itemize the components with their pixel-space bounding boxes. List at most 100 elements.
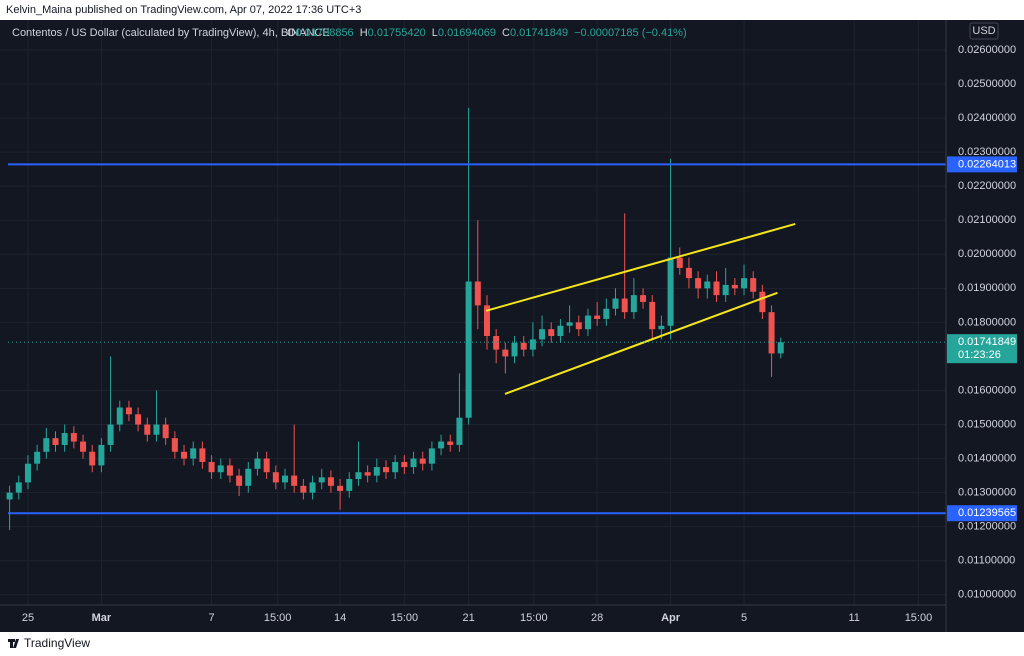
candle-body: [658, 325, 665, 330]
y-tick-label: 0.01100000: [958, 555, 1015, 567]
candle-body: [722, 284, 729, 296]
y-tick-label: 0.02400000: [958, 112, 1016, 124]
trend-line: [485, 223, 796, 312]
y-tick-label: 0.01500000: [958, 418, 1016, 430]
y-tick-label: 0.02600000: [958, 44, 1016, 56]
candle-body: [502, 349, 509, 357]
candle-body: [116, 407, 123, 425]
candle-body: [731, 284, 738, 289]
candle-body: [750, 278, 757, 292]
candle-body: [483, 305, 490, 336]
candle-body: [98, 444, 105, 466]
footer: [0, 632, 1024, 656]
candle-body: [584, 315, 591, 330]
candle-body: [428, 448, 435, 464]
ohlc-value: 0.01708856: [296, 27, 354, 39]
candle-body: [181, 451, 188, 459]
change: −0.00007185 (−0.41%): [574, 27, 687, 39]
level-label-box: [947, 156, 1017, 173]
ohlc-key: C: [502, 27, 510, 39]
y-tick-label: 0.01200000: [958, 521, 1016, 533]
grid: [0, 20, 946, 605]
candle-body: [15, 482, 22, 493]
x-tick-label: 7: [209, 612, 215, 624]
y-tick-label: 0.02200000: [958, 180, 1016, 192]
top-bar: [0, 0, 1024, 20]
candle-body: [520, 342, 527, 350]
candle-body: [649, 301, 656, 330]
candle-body: [199, 448, 206, 462]
candle-body: [282, 475, 289, 483]
candle-body: [759, 291, 766, 313]
candle-body: [676, 257, 683, 268]
candle-body: [80, 441, 87, 452]
y-tick-label: 0.02500000: [958, 78, 1016, 90]
candle-body: [162, 424, 169, 439]
candle-body: [493, 335, 500, 350]
candle-body: [236, 475, 243, 486]
x-tick-label: 14: [334, 612, 346, 624]
candle-body: [456, 417, 463, 445]
candle-body: [327, 477, 334, 486]
y-tick-label: 0.02300000: [958, 146, 1016, 158]
x-tick-label: Apr: [661, 612, 681, 624]
y-tick-label: 0.01600000: [958, 384, 1016, 396]
candle-body: [603, 308, 610, 319]
ohlc-value: 0.01741849: [510, 27, 568, 39]
candle-body: [309, 482, 316, 493]
candle-body: [410, 458, 417, 468]
candle-body: [34, 451, 41, 464]
candle-body: [373, 467, 380, 476]
candle-body: [630, 295, 637, 313]
x-tick-label: 15:00: [264, 612, 292, 624]
candle-body: [640, 295, 647, 302]
x-tick-label: Mar: [92, 612, 112, 624]
ohlc-key: O: [287, 27, 296, 39]
candle-body: [713, 281, 720, 296]
x-tick-label: 15:00: [391, 612, 419, 624]
candle-body: [89, 451, 96, 466]
currency-box: [969, 22, 999, 40]
candle-body: [594, 315, 601, 319]
chart-title: Contentos / US Dollar (calculated by Tra…: [12, 27, 330, 39]
brand: TradingView: [24, 636, 90, 650]
chart-background: [0, 20, 1024, 632]
candle-body: [171, 438, 178, 452]
candle-body: [355, 472, 362, 480]
candle-body: [539, 329, 546, 340]
candle-body: [135, 414, 142, 425]
y-tick-label: 0.01000000: [958, 589, 1016, 601]
ohlc-key: L: [432, 27, 438, 39]
candle-body: [548, 329, 555, 336]
candle-body: [704, 281, 711, 289]
ohlc-value: 0.01755420: [368, 27, 426, 39]
candle-body: [300, 485, 307, 493]
candle-body: [529, 339, 536, 350]
x-tick-label: 28: [591, 612, 603, 624]
candle-body: [401, 461, 408, 468]
x-tick-label: 25: [22, 612, 34, 624]
candle-body: [667, 257, 674, 326]
candle-body: [741, 278, 748, 289]
candle-body: [575, 322, 582, 330]
brand-logo: [8, 639, 19, 648]
candle-body: [70, 433, 77, 442]
candle-body: [621, 298, 628, 313]
candle-body: [612, 298, 619, 309]
y-tick-label: 0.02000000: [958, 248, 1016, 260]
candle-body: [557, 325, 564, 336]
axes: 0.02600000 0.02500000 0.02400000 0.02300000…: [22, 44, 1017, 624]
candle-body: [254, 458, 261, 469]
level-label: 0.01239565: [958, 507, 1016, 519]
candle-body: [125, 407, 132, 415]
x-tick-label: 5: [741, 612, 747, 624]
candle-body: [364, 472, 371, 476]
level-label-box: [947, 505, 1017, 522]
publisher: Kelvin_Maina published on TradingView.co…: [6, 4, 361, 16]
last-price-label: 0.01741849: [958, 336, 1016, 348]
candle-body: [337, 485, 344, 491]
candle-body: [318, 477, 325, 483]
candle-body: [346, 479, 353, 491]
